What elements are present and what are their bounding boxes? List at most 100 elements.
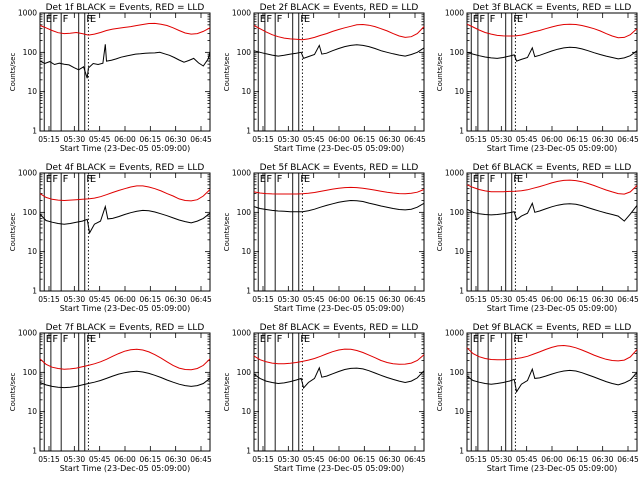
x-tick-label: 06:45	[404, 455, 426, 464]
interval-flag: F	[266, 334, 272, 345]
y-tick-label: 1	[459, 127, 464, 136]
y-tick-label: 10	[241, 247, 251, 256]
series-line-lld	[39, 185, 211, 202]
chart-title: Det 5f BLACK = Events, RED = LLD	[260, 163, 419, 173]
x-tick-label: 06:30	[592, 135, 614, 144]
interval-flag: F	[300, 334, 306, 345]
x-tick-label: 05:45	[516, 455, 538, 464]
x-tick-label: 06:00	[541, 135, 563, 144]
interval-flag: F	[86, 14, 92, 25]
interval-flag: E	[517, 334, 523, 345]
interval-flag: F	[63, 14, 69, 25]
panel-det-3: Det 3f BLACK = Events, RED = LLD 1 10 100 10…	[436, 3, 639, 153]
x-tick-label: 06:30	[165, 455, 187, 464]
y-tick-label: 1	[246, 127, 251, 136]
y-axis-label: Counts/sec	[9, 373, 17, 412]
series-line-events	[253, 44, 425, 60]
y-tick-label: 1	[32, 447, 37, 456]
plot-frame	[39, 12, 211, 132]
x-tick-label: 05:30	[491, 455, 513, 464]
y-tick-label: 10	[241, 87, 251, 96]
x-tick-label: 05:45	[303, 135, 325, 144]
y-axis-label: Counts/sec	[436, 373, 444, 412]
interval-flag: F	[300, 14, 306, 25]
x-tick-label: 06:15	[140, 295, 162, 304]
interval-flag: F	[52, 334, 58, 345]
series-line-events	[39, 204, 211, 235]
x-tick-label: 05:15	[252, 455, 274, 464]
x-tick-label: 06:45	[617, 455, 639, 464]
panel-det-2: Det 2f BLACK = Events, RED = LLD 1 10 100 10…	[223, 3, 426, 153]
x-tick-label: 05:15	[465, 295, 487, 304]
y-tick-label: 100	[450, 368, 465, 377]
interval-flag: E	[46, 14, 52, 25]
panel-det-9: Det 9f BLACK = Events, RED = LLD 1 10 100 10…	[436, 323, 639, 473]
y-tick-label: 1000	[232, 169, 251, 178]
series-line-lld	[253, 348, 425, 365]
interval-flag: E	[260, 14, 266, 25]
x-tick-label: 06:15	[567, 295, 589, 304]
x-tick-label: 06:00	[114, 135, 136, 144]
series-line-lld	[466, 179, 638, 195]
interval-flag: F	[513, 334, 519, 345]
chart-title: Det 7f BLACK = Events, RED = LLD	[46, 323, 205, 333]
series-line-lld	[466, 344, 638, 362]
x-tick-label: 05:45	[516, 295, 538, 304]
x-tick-label: 06:30	[165, 135, 187, 144]
y-tick-label: 10	[27, 247, 37, 256]
y-axis-label: Counts/sec	[9, 53, 17, 92]
y-tick-label: 10	[27, 87, 37, 96]
x-axis-label: Start Time (23-Dec-05 05:09:00)	[60, 144, 191, 153]
series-line-events	[466, 201, 638, 222]
plot-frame	[253, 12, 425, 132]
x-tick-label: 06:45	[617, 295, 639, 304]
interval-flag: F	[277, 174, 283, 185]
y-tick-label: 1	[246, 447, 251, 456]
chart-title: Det 9f BLACK = Events, RED = LLD	[473, 323, 632, 333]
x-tick-label: 05:45	[303, 295, 325, 304]
y-tick-label: 10	[241, 407, 251, 416]
y-tick-label: 100	[23, 48, 38, 57]
interval-flag: E	[304, 174, 310, 185]
x-tick-label: 06:00	[328, 455, 350, 464]
x-tick-label: 06:30	[592, 455, 614, 464]
chart-title: Det 8f BLACK = Events, RED = LLD	[260, 323, 419, 333]
y-tick-label: 1	[459, 287, 464, 296]
y-tick-label: 100	[450, 48, 465, 57]
interval-flag: F	[52, 174, 58, 185]
y-tick-label: 1000	[232, 329, 251, 338]
interval-flag: E	[517, 14, 523, 25]
y-tick-label: 1000	[18, 169, 37, 178]
interval-flag: E	[473, 14, 479, 25]
interval-flag: F	[266, 14, 272, 25]
y-tick-label: 100	[23, 368, 38, 377]
y-axis-label: Counts/sec	[223, 53, 231, 92]
interval-flag: F	[513, 174, 519, 185]
interval-flag: E	[260, 174, 266, 185]
interval-flag: F	[86, 334, 92, 345]
interval-flag: E	[90, 14, 96, 25]
x-axis-label: Start Time (23-Dec-05 05:09:00)	[60, 464, 191, 473]
x-tick-label: 06:15	[567, 135, 589, 144]
x-tick-label: 06:45	[617, 135, 639, 144]
interval-flag: F	[266, 174, 272, 185]
x-tick-label: 06:15	[354, 295, 376, 304]
x-tick-label: 05:45	[89, 135, 111, 144]
interval-flag: F	[479, 334, 485, 345]
interval-flag: F	[479, 14, 485, 25]
y-tick-label: 1000	[18, 329, 37, 338]
chart-title: Det 3f BLACK = Events, RED = LLD	[473, 3, 632, 13]
series-line-events	[39, 44, 211, 79]
series-line-events	[39, 370, 211, 389]
x-axis-label: Start Time (23-Dec-05 05:09:00)	[274, 464, 405, 473]
panel-det-1: Det 1f BLACK = Events, RED = LLD 1 10 100 10…	[9, 3, 212, 153]
chart-title: Det 4f BLACK = Events, RED = LLD	[46, 163, 205, 173]
x-tick-label: 05:15	[465, 455, 487, 464]
y-axis-label: Counts/sec	[436, 213, 444, 252]
interval-flag: E	[304, 14, 310, 25]
x-axis-label: Start Time (23-Dec-05 05:09:00)	[487, 304, 618, 313]
y-tick-label: 1000	[232, 9, 251, 18]
y-tick-label: 1000	[18, 9, 37, 18]
x-axis-label: Start Time (23-Dec-05 05:09:00)	[274, 144, 405, 153]
panel-det-6: Det 6f BLACK = Events, RED = LLD 1 10 100 10…	[436, 163, 639, 313]
